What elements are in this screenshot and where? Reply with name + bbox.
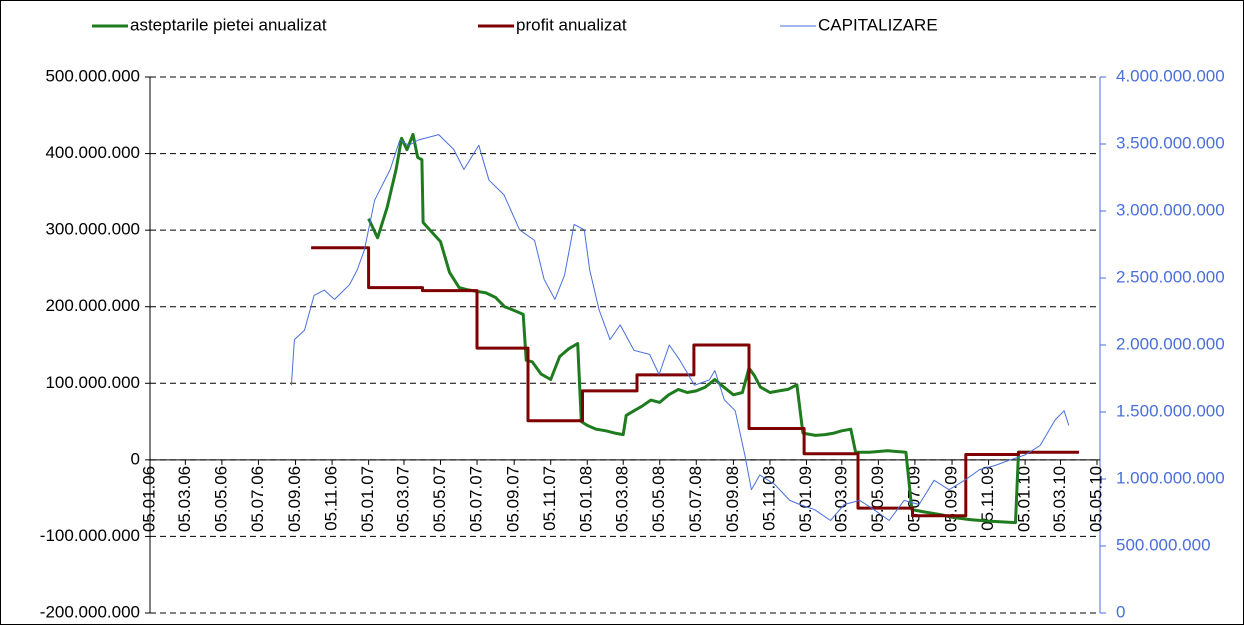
y2-tick-label: 3.500.000.000 [1116,133,1225,152]
x-tick-label: 05.01.10 [1015,466,1034,532]
y2-tick-label: 2.500.000.000 [1116,267,1225,286]
x-tick-label: 05.11.09 [978,466,997,531]
x-tick-label: 05.03.09 [831,466,850,532]
y2-tick-label: 1.500.000.000 [1116,401,1225,420]
x-tick-label: 05.01.07 [358,466,377,532]
x-tick-label: 05.07.06 [248,466,267,532]
y-tick-label: 300.000.000 [45,220,140,239]
legend-label: asteptarile pietei anualizat [130,15,327,34]
series-line [311,246,1079,518]
y-tick-label: 0 [131,449,140,468]
x-tick-label: 05.07.07 [467,466,486,532]
x-tick-label: 05.09.08 [723,466,742,532]
y2-tick-label: 0 [1116,602,1125,621]
x-tick-label: 05.09.06 [285,466,304,532]
y2-tick-label: 2.000.000.000 [1116,334,1225,353]
y-tick-label: -100.000.000 [40,526,140,545]
x-tick-label: 05.01.06 [139,466,158,532]
x-tick-label: 05.05.06 [211,466,230,532]
x-tick-label: 05.11.08 [759,466,778,531]
y2-tick-label: 500.000.000 [1116,535,1211,554]
legend-label: profit anualizat [516,15,627,34]
x-tick-label: 05.05.08 [649,466,668,532]
x-tick-label: 05.05.10 [1086,466,1105,532]
x-tick-label: 05.03.07 [393,466,412,532]
series-line [290,134,1070,521]
y-tick-label: 200.000.000 [45,296,140,315]
x-tick-label: 05.09.07 [504,466,523,532]
x-tick-label: 05.07.08 [686,466,705,532]
x-tick-label: 05.01.09 [796,466,815,532]
x-tick-label: 05.11.06 [322,466,341,531]
x-tick-label: 05.05.07 [430,466,449,532]
x-tick-label: 05.11.07 [540,466,559,531]
y-tick-label: 400.000.000 [45,143,140,162]
x-tick-label: 05.03.10 [1050,466,1069,532]
y2-tick-label: 1.000.000.000 [1116,468,1225,487]
legend-label: CAPITALIZARE [818,15,938,34]
y-tick-label: -200.000.000 [40,602,140,621]
series-line [367,132,1032,525]
x-tick-label: 05.09.09 [942,466,961,532]
y-tick-label: 100.000.000 [45,373,140,392]
y2-tick-label: 4.000.000.000 [1116,66,1225,85]
x-tick-label: 05.03.06 [175,466,194,532]
x-tick-label: 05.05.09 [868,466,887,532]
x-tick-label: 05.01.08 [577,466,596,532]
x-tick-label: 05.03.08 [613,466,632,532]
y-tick-label: 500.000.000 [45,66,140,85]
y2-tick-label: 3.000.000.000 [1116,200,1225,219]
